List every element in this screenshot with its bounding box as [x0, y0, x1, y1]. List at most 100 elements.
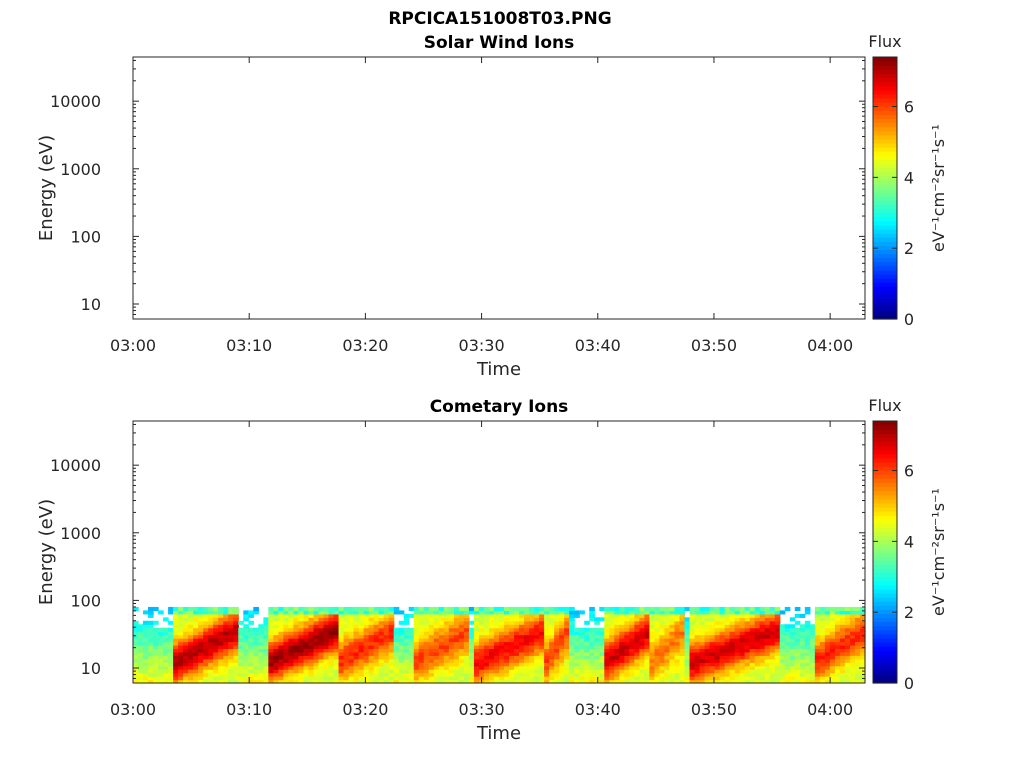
heatmap-cell [734, 617, 741, 622]
heatmap-cell [649, 606, 656, 611]
y-tick-label: 100 [70, 591, 101, 610]
heatmap-cell [223, 617, 229, 622]
heatmap-cell [744, 624, 751, 629]
heatmap-cell [819, 638, 826, 643]
colorbar-segment [873, 179, 897, 185]
heatmap-cell [268, 669, 274, 674]
heatmap-cell [639, 634, 645, 639]
heatmap-cell [514, 638, 520, 643]
heatmap-cell [779, 634, 786, 639]
heatmap-cell [273, 606, 279, 611]
heatmap-cell [448, 627, 455, 632]
colorbar-tick-label: 6 [904, 98, 914, 117]
heatmap-cell [343, 617, 350, 622]
heatmap-cell [779, 638, 786, 643]
heatmap-cell [463, 610, 470, 615]
heatmap-cell [584, 665, 590, 670]
heatmap-cell [764, 662, 771, 667]
heatmap-cell [193, 669, 199, 674]
heatmap-cell [704, 606, 711, 611]
heatmap-cell [483, 644, 490, 650]
heatmap-cell [849, 648, 856, 653]
heatmap-cell [774, 658, 781, 663]
heatmap-cell [313, 631, 320, 636]
heatmap-cell [233, 665, 239, 670]
heatmap-cell [143, 634, 149, 639]
heatmap-cell [589, 655, 595, 660]
heatmap-cell [333, 624, 340, 629]
heatmap-cell [233, 648, 239, 653]
heatmap-cell [639, 624, 645, 629]
heatmap-cell [664, 669, 671, 674]
heatmap-cell [694, 672, 701, 677]
heatmap-cell [694, 620, 701, 625]
heatmap-cell [614, 672, 620, 677]
heatmap-cell [519, 665, 525, 670]
heatmap-cell [714, 624, 721, 629]
heatmap-cell [839, 644, 846, 650]
heatmap-cell [819, 606, 826, 611]
heatmap-cell [819, 662, 826, 667]
heatmap-cell [569, 631, 575, 636]
heatmap-cell [604, 606, 610, 611]
heatmap-cell [549, 665, 555, 670]
heatmap-cell [664, 662, 671, 667]
heatmap-cell [594, 676, 600, 681]
heatmap-cell [193, 613, 199, 618]
heatmap-cell [403, 672, 410, 677]
heatmap-cell [193, 676, 199, 681]
heatmap-cell [819, 627, 826, 632]
heatmap-cell [233, 631, 239, 636]
heatmap-cell [694, 617, 701, 622]
heatmap-cell [509, 606, 515, 611]
colorbar-segment [873, 228, 897, 234]
heatmap-cell [423, 638, 430, 643]
heatmap-cell [458, 613, 465, 618]
heatmap-cell [699, 648, 706, 653]
heatmap-cell [358, 627, 365, 632]
heatmap-cell [724, 627, 731, 632]
heatmap-cell [478, 658, 485, 663]
heatmap-cell [674, 631, 681, 636]
heatmap-cell [529, 631, 535, 636]
heatmap-cell [824, 620, 831, 625]
heatmap-cell [493, 606, 500, 611]
heatmap-cell [779, 679, 786, 684]
heatmap-cell [734, 634, 741, 639]
heatmap-cell [323, 606, 330, 611]
colorbar-segment [873, 85, 897, 91]
heatmap-cell [233, 676, 239, 681]
heatmap-cell [514, 617, 520, 622]
heatmap-cell [373, 672, 380, 677]
heatmap-cell [343, 658, 350, 663]
heatmap-cell [849, 631, 856, 636]
heatmap-cell [829, 665, 836, 670]
heatmap-cell [208, 634, 214, 639]
heatmap-cell [313, 655, 320, 660]
heatmap-cell [188, 620, 194, 625]
heatmap-cell [724, 641, 731, 646]
colorbar-segment [873, 457, 897, 463]
heatmap-cell [423, 672, 430, 677]
heatmap-cell [228, 624, 234, 629]
heatmap-cell [839, 655, 846, 660]
heatmap-cell [453, 676, 460, 681]
heatmap-cell [774, 655, 781, 660]
heatmap-cell [243, 634, 249, 639]
heatmap-cell [208, 631, 214, 636]
heatmap-cell [674, 624, 681, 629]
heatmap-cell [358, 679, 365, 684]
heatmap-cell [203, 617, 209, 622]
heatmap-cell [659, 638, 666, 643]
heatmap-cell [674, 634, 681, 639]
heatmap-cell [333, 655, 340, 660]
heatmap-cell [238, 651, 244, 656]
heatmap-cell [849, 665, 856, 670]
heatmap-cell [133, 662, 139, 667]
heatmap-cell [178, 648, 184, 653]
heatmap-cell [218, 631, 224, 636]
heatmap-cell [604, 610, 610, 615]
heatmap-cell [358, 641, 365, 646]
heatmap-cell [263, 638, 269, 643]
heatmap-cell [769, 606, 776, 611]
